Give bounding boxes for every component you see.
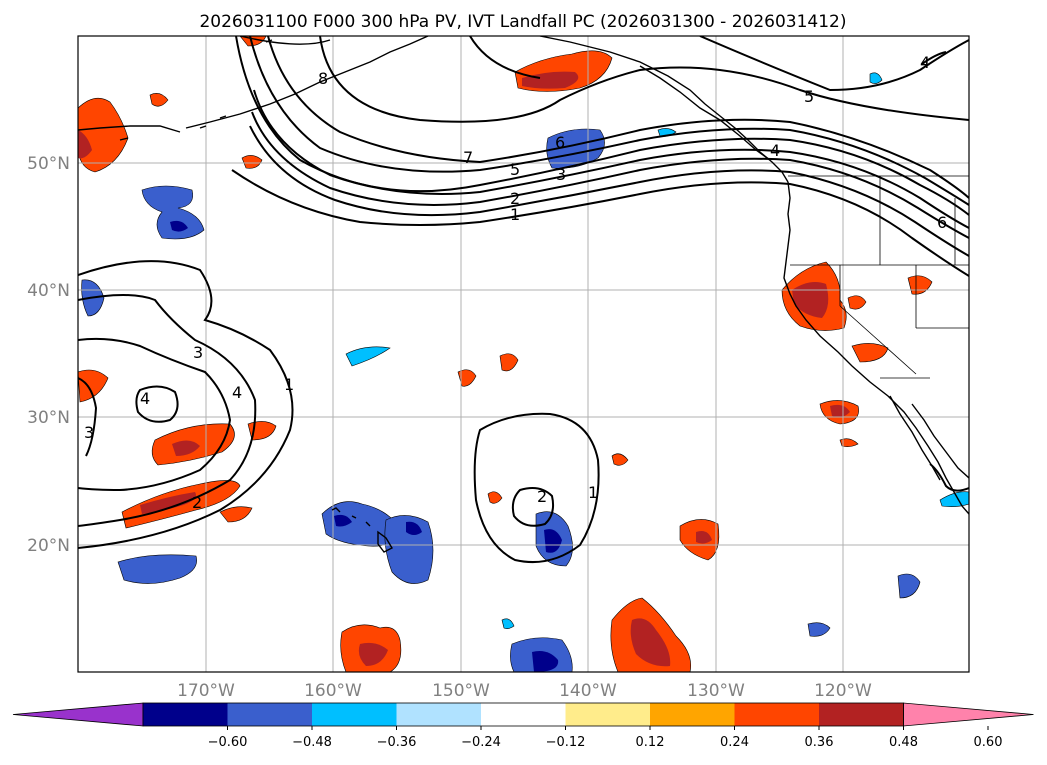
colorbar (13, 703, 1034, 726)
lon-label: 130°W (687, 681, 745, 701)
longitude-labels: 170°W 160°W 150°W 140°W 130°W 120°W (177, 681, 872, 701)
colorbar-tick-label: −0.60 (208, 735, 248, 750)
lon-label: 170°W (177, 681, 235, 701)
colorbar-tick-label: −0.24 (461, 735, 501, 750)
lon-label: 160°W (304, 681, 362, 701)
lat-label: 50°N (27, 154, 70, 174)
colorbar-segment (397, 703, 482, 726)
contour-label: 4 (140, 389, 150, 408)
colorbar-ticks: −0.60 −0.48 −0.36 −0.24 −0.12 0.12 0.24 0.36 0.4… (208, 726, 1003, 750)
contour-label: 1 (284, 375, 294, 394)
colorbar-segment (312, 703, 397, 726)
map-title: 2026031100 F000 300 hPa PV, IVT Landfall… (199, 12, 846, 32)
lon-label: 150°W (432, 681, 490, 701)
contour-label: 3 (193, 343, 203, 362)
contour-label: 6 (937, 213, 947, 232)
lon-label: 140°W (559, 681, 617, 701)
contour-label: 5 (510, 160, 520, 179)
contour-label: 1 (510, 205, 520, 224)
map-panel: 8 7 5 6 3 2 1 5 4 6 3 4 4 1 3 2 2 1 4 (78, 36, 969, 672)
colorbar-segment (650, 703, 735, 726)
colorbar-extend-low (13, 703, 143, 726)
colorbar-segment (228, 703, 313, 726)
lat-label: 20°N (27, 536, 70, 556)
colorbar-tick-label: 0.12 (636, 735, 665, 750)
colorbar-tick-label: −0.36 (377, 735, 417, 750)
contour-label: 4 (770, 141, 780, 160)
colorbar-tick-label: −0.12 (546, 735, 586, 750)
contour-label: 5 (804, 87, 814, 106)
colorbar-tick-label: 0.24 (720, 735, 749, 750)
colorbar-segment (819, 703, 904, 726)
colorbar-segment (735, 703, 820, 726)
contour-label: 4 (920, 53, 930, 72)
latitude-labels: 50°N 40°N 30°N 20°N (27, 154, 70, 556)
contour-label: 2 (192, 493, 202, 512)
colorbar-segment (143, 703, 228, 726)
contour-label: 3 (556, 165, 566, 184)
contour-label: 2 (537, 487, 547, 506)
contour-label: 1 (588, 483, 598, 502)
contour-label: 3 (84, 423, 94, 442)
colorbar-tick-label: 0.60 (974, 735, 1003, 750)
contour-label: 4 (232, 383, 242, 402)
lon-label: 120°W (814, 681, 872, 701)
colorbar-segment (481, 703, 566, 726)
contour-label: 8 (318, 69, 328, 88)
lat-label: 30°N (27, 408, 70, 428)
lat-label: 40°N (27, 281, 70, 301)
colorbar-tick-label: −0.48 (292, 735, 332, 750)
colorbar-extend-high (904, 703, 1034, 726)
colorbar-segment (566, 703, 651, 726)
colorbar-tick-label: 0.36 (805, 735, 834, 750)
contour-label: 6 (555, 133, 565, 152)
contour-label: 7 (463, 148, 473, 167)
colorbar-tick-label: 0.48 (889, 735, 918, 750)
